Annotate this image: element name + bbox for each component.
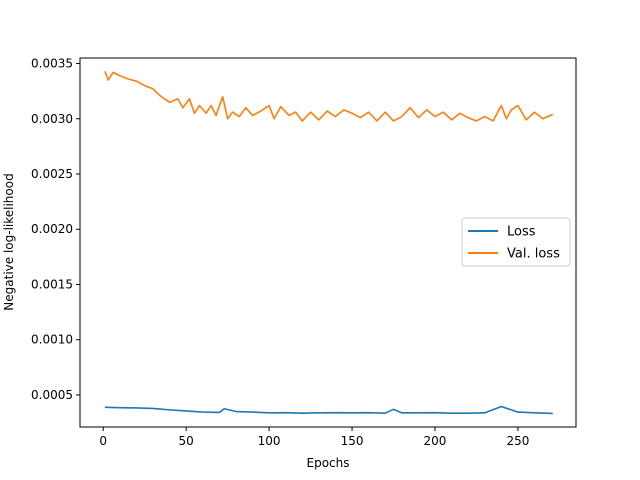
y-tick-label: 0.0030 xyxy=(31,112,73,126)
series-line-loss xyxy=(104,405,553,415)
y-tick-label: 0.0005 xyxy=(31,388,73,402)
plot-frame xyxy=(79,57,577,428)
legend-entry-loss: Loss xyxy=(507,225,536,240)
y-tick-label: 0.0010 xyxy=(31,333,73,347)
series-line-val-loss xyxy=(104,70,554,122)
y-tick-label: 0.0020 xyxy=(31,222,73,236)
y-axis-label: Negative log-likelihood xyxy=(2,173,16,310)
plot-layer xyxy=(104,70,554,415)
x-tick-label: 200 xyxy=(424,434,447,448)
x-tick-label: 150 xyxy=(341,434,364,448)
y-tick-label: 0.0015 xyxy=(31,277,73,291)
legend-entry-val-loss: Val. loss xyxy=(507,247,560,262)
x-tick-label: 100 xyxy=(258,434,281,448)
x-axis: 0 50 100 150 200 250 xyxy=(99,427,529,448)
x-tick-label: 250 xyxy=(506,434,529,448)
y-tick-label: 0.0025 xyxy=(31,167,73,181)
x-axis-label: Epochs xyxy=(307,456,350,470)
x-tick-label: 50 xyxy=(179,434,194,448)
legend: Loss Val. loss xyxy=(461,217,571,267)
y-tick-label: 0.0035 xyxy=(31,57,73,71)
x-tick-label: 0 xyxy=(99,434,107,448)
y-axis: 0.0005 0.0010 0.0015 0.0020 0.0025 0.0030 0.00… xyxy=(31,57,80,402)
